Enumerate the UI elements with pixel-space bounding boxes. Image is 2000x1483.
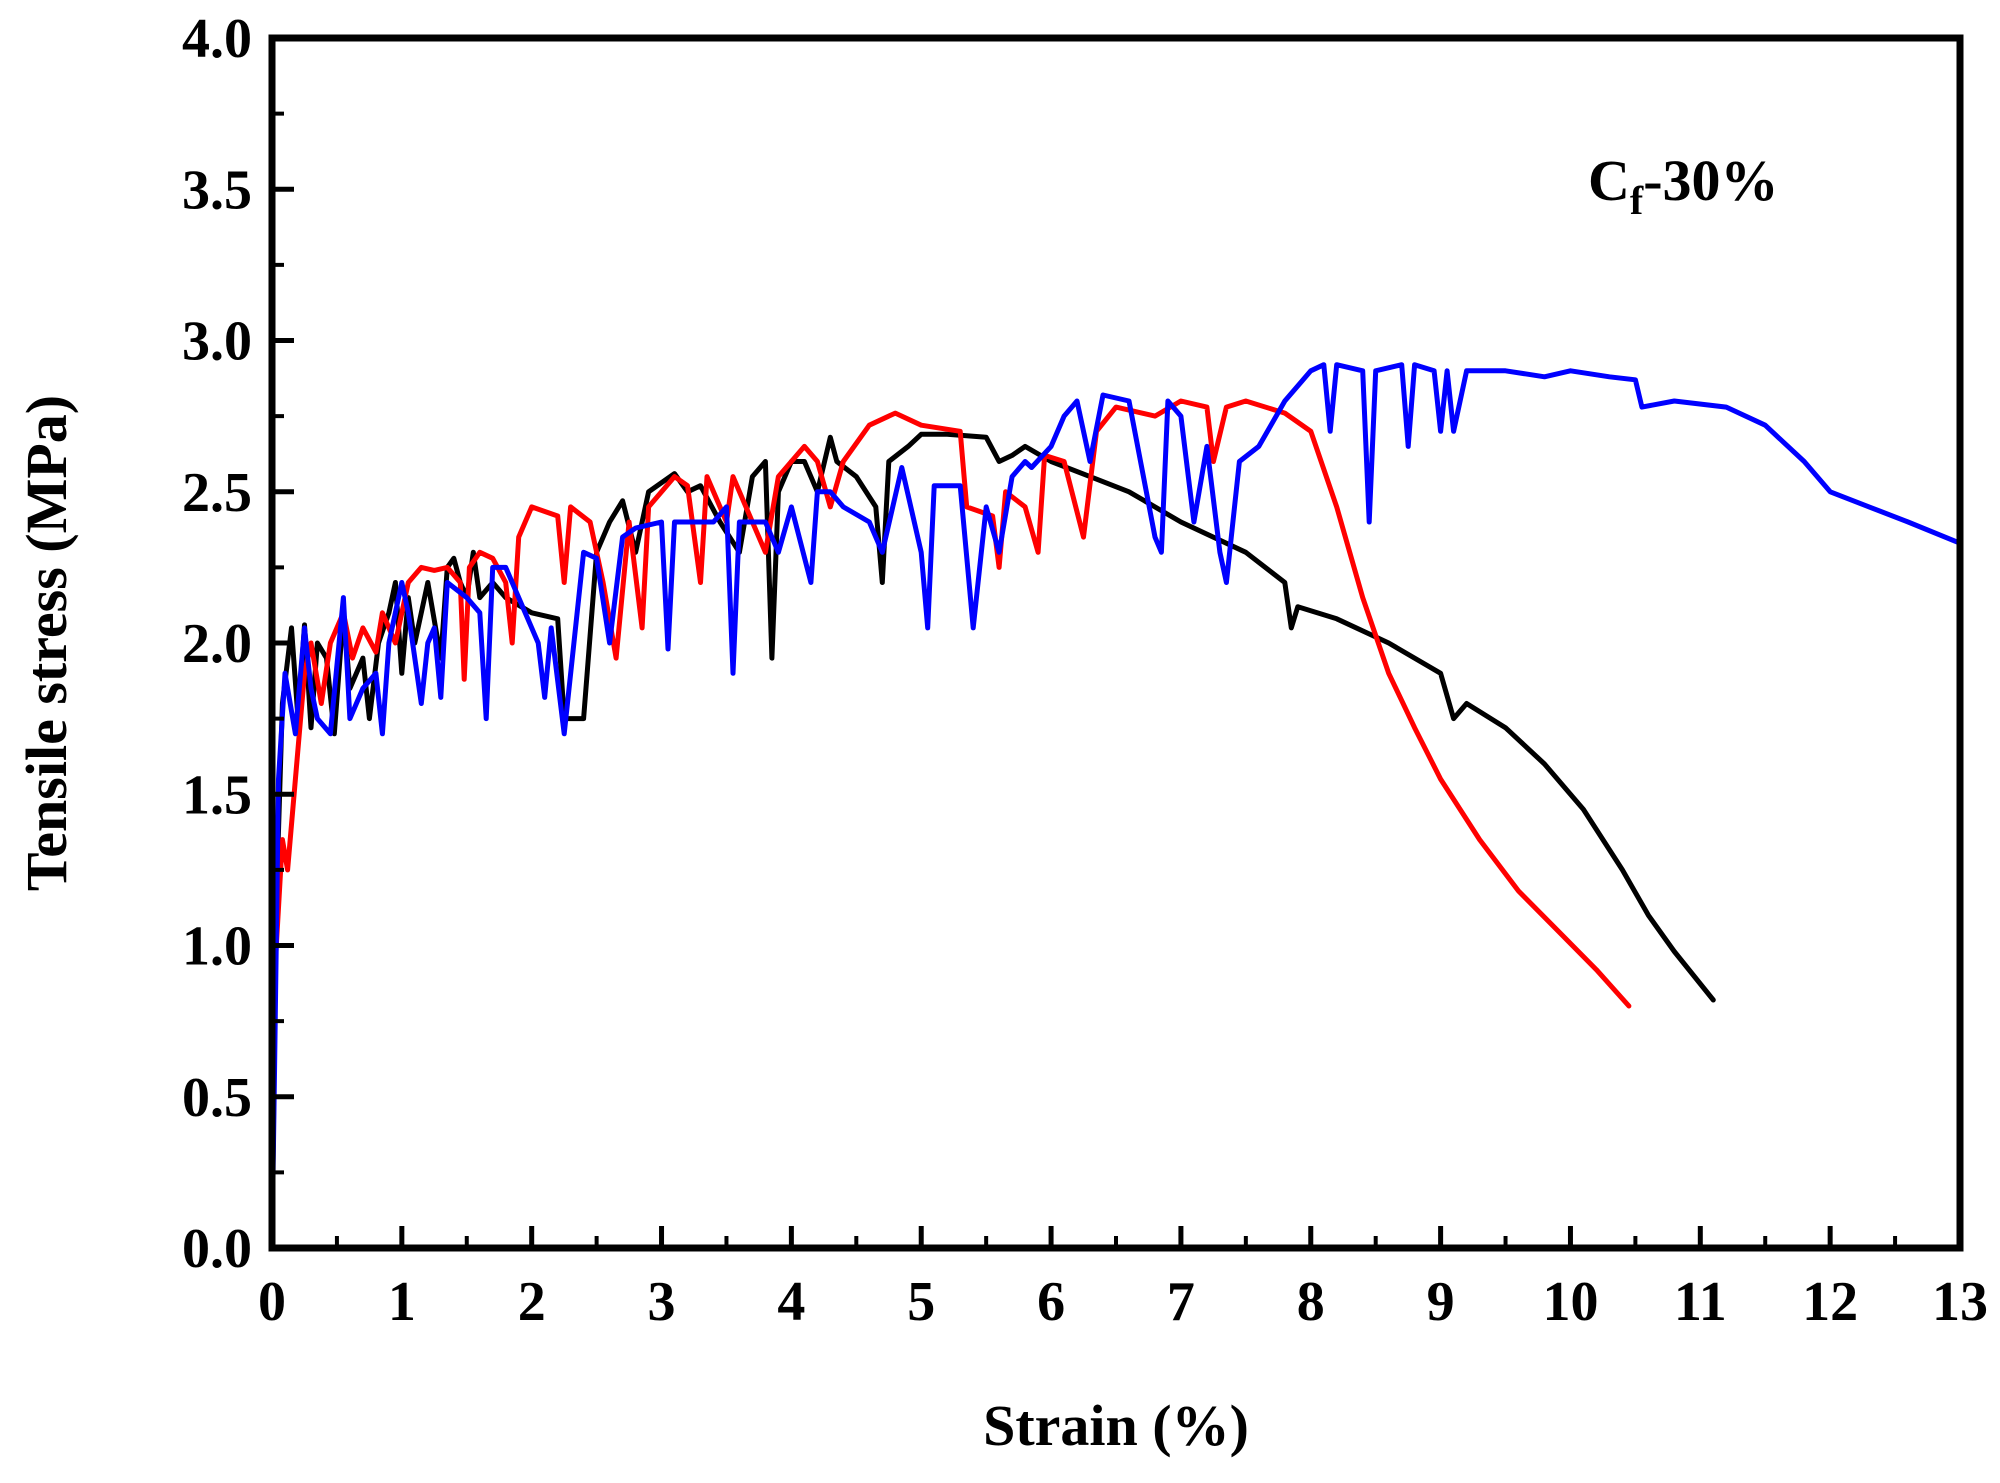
x-tick-label: 10 — [1542, 1271, 1598, 1333]
x-tick-label: 7 — [1167, 1271, 1195, 1333]
y-tick-label: 0.5 — [182, 1067, 252, 1129]
x-tick-label: 12 — [1802, 1271, 1858, 1333]
x-tick-label: 4 — [777, 1271, 805, 1333]
x-tick-label: 5 — [907, 1271, 935, 1333]
series-layer — [269, 362, 1963, 1251]
x-axis: 0 1 2 3 4 5 6 7 8 9 10 11 12 13 — [258, 1226, 1988, 1333]
x-tick-label: 6 — [1037, 1271, 1065, 1333]
x-tick-label: 13 — [1932, 1271, 1988, 1333]
x-tick-label: 3 — [648, 1271, 676, 1333]
x-tick-label: 11 — [1674, 1271, 1727, 1333]
y-tick-label: 3.5 — [182, 159, 252, 221]
y-tick-label: 2.0 — [182, 613, 252, 675]
series-line-specimen-2 — [269, 398, 1632, 1251]
y-tick-label: 1.0 — [182, 916, 252, 978]
y-tick-label: 1.5 — [182, 764, 252, 826]
x-tick-label: 9 — [1427, 1271, 1455, 1333]
x-tick-label: 8 — [1297, 1271, 1325, 1333]
x-tick-label: 0 — [258, 1271, 286, 1333]
y-axis-label: Tensile stress (MPa) — [14, 395, 79, 891]
y-tick-label: 3.0 — [182, 311, 252, 373]
x-tick-label: 2 — [518, 1271, 546, 1333]
x-tick-label: 1 — [388, 1271, 416, 1333]
y-tick-label: 4.0 — [182, 8, 252, 70]
composition-annotation: Cf-30% — [1588, 148, 1779, 223]
x-axis-label: Strain (%) — [983, 1393, 1249, 1458]
y-tick-label: 2.5 — [182, 462, 252, 524]
y-axis: 0.0 0.5 1.0 1.5 2.0 2.5 3.0 3.5 4.0 — [182, 8, 294, 1280]
annotation-subscript: f — [1630, 178, 1644, 223]
series-line-specimen-1 — [269, 431, 1716, 1251]
annotation-main: C — [1588, 148, 1630, 213]
series-line-specimen-3 — [269, 362, 1963, 1251]
annotation-rest: -30% — [1643, 148, 1778, 213]
y-tick-label: 0.0 — [182, 1218, 252, 1280]
